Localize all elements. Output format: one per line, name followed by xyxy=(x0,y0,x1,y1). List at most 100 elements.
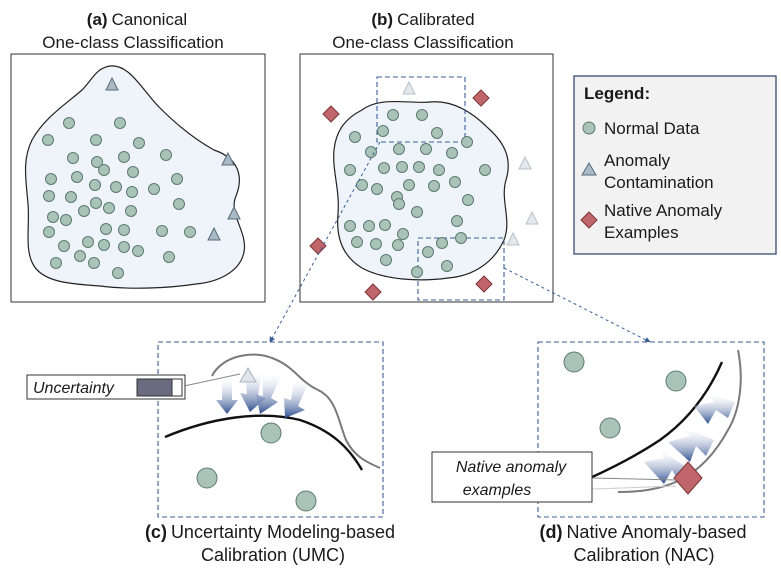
normal-point-marker xyxy=(393,143,405,155)
panel-d-title-line1: (d) Native Anomaly-based xyxy=(539,522,746,542)
normal-point-marker xyxy=(599,417,621,439)
normal-point-marker xyxy=(47,211,59,223)
panel-d: Native anomaly examples (d) Native Anomal… xyxy=(431,341,765,565)
normal-point-marker xyxy=(43,226,55,238)
normal-point-marker xyxy=(446,147,458,159)
normal-point-marker xyxy=(148,183,160,195)
normal-point-marker xyxy=(462,194,474,206)
decision-boundary-b xyxy=(333,100,509,281)
normal-point-marker xyxy=(351,236,363,248)
normal-point-marker xyxy=(344,220,356,232)
legend: Legend: Normal Data Anomaly Contaminatio… xyxy=(573,75,777,255)
normal-point-marker xyxy=(196,467,218,489)
normal-point-marker xyxy=(127,166,139,178)
normal-point-marker xyxy=(371,183,383,195)
normal-point-marker xyxy=(422,246,434,258)
native-anomaly-marker xyxy=(472,89,490,107)
normal-point-marker xyxy=(428,180,440,192)
normal-point-marker xyxy=(393,198,405,210)
arrow-icon xyxy=(284,380,308,418)
panel-a-points xyxy=(42,76,241,279)
normal-point-marker xyxy=(349,131,361,143)
native-callout-line1: Native anomaly xyxy=(456,459,567,476)
panel-a-title-line1: (a) Canonical xyxy=(87,10,187,29)
normal-point-marker xyxy=(380,254,392,266)
normal-point-marker xyxy=(112,267,124,279)
uncertainty-bar-empty xyxy=(171,378,183,397)
normal-point-marker xyxy=(563,351,585,373)
connector-to-d xyxy=(503,267,651,343)
normal-point-marker xyxy=(132,245,144,257)
legend-native-label-line1: Native Anomaly xyxy=(604,201,723,220)
panel-b: (b) Calibrated One-class Classification xyxy=(299,10,554,303)
normal-point-marker xyxy=(397,228,409,240)
anomaly-contamination-marker xyxy=(402,80,416,95)
normal-point-marker xyxy=(98,164,110,176)
normal-point-marker xyxy=(449,176,461,188)
normal-point-marker xyxy=(60,214,72,226)
normal-point-marker xyxy=(411,206,423,218)
panel-b-title-line2: One-class Classification xyxy=(332,33,513,52)
normal-point-marker xyxy=(377,125,389,137)
normal-point-marker xyxy=(156,225,168,237)
panel-a: (a) Canonical One-class Classification xyxy=(10,10,266,303)
normal-point-marker xyxy=(396,161,408,173)
legend-anomaly-label-line2: Contamination xyxy=(604,173,714,192)
arrow-icon xyxy=(256,374,282,414)
normal-point-marker xyxy=(110,181,122,193)
normal-point-marker xyxy=(43,190,55,202)
outer-boundary-d xyxy=(617,349,742,493)
normal-point-marker xyxy=(365,146,377,158)
normal-point-marker xyxy=(88,257,100,269)
uncertainty-label: Uncertainty xyxy=(33,380,115,397)
normal-point-marker xyxy=(50,257,62,269)
normal-point-marker xyxy=(184,226,196,238)
anomaly-contamination-marker xyxy=(525,210,539,225)
native-anomaly-marker xyxy=(364,283,382,301)
anomaly-contamination-marker xyxy=(221,151,235,166)
native-leader-line xyxy=(591,477,677,481)
normal-point-marker xyxy=(411,266,423,278)
normal-point-marker xyxy=(370,238,382,250)
normal-point-marker xyxy=(413,161,425,173)
calibrated-boundary-c xyxy=(164,414,364,471)
panel-c-title-line2: Calibration (UMC) xyxy=(201,545,345,565)
normal-point-marker xyxy=(90,197,102,209)
native-callout-line2: examples xyxy=(463,482,531,499)
legend-title: Legend: xyxy=(584,84,650,103)
normal-point-marker xyxy=(441,260,453,272)
connector-to-c xyxy=(269,141,381,343)
normal-point-marker xyxy=(118,224,130,236)
panel-a-title-line2: One-class Classification xyxy=(42,33,223,52)
normal-point-marker xyxy=(378,162,390,174)
normal-point-marker xyxy=(433,164,445,176)
panel-c-title-line1: (c) Uncertainty Modeling-based xyxy=(145,522,395,542)
legend-anomaly-label-line1: Anomaly xyxy=(604,151,671,170)
normal-point-marker xyxy=(451,215,463,227)
normal-point-marker xyxy=(125,205,137,217)
anomaly-contamination-marker xyxy=(518,155,532,170)
normal-point-marker xyxy=(42,134,54,146)
normal-point-marker xyxy=(45,173,57,185)
normal-point-marker xyxy=(133,137,145,149)
normal-point-marker xyxy=(74,250,86,262)
normal-point-marker xyxy=(403,179,415,191)
uncertainty-leader-line xyxy=(183,373,241,387)
diamond-icon xyxy=(580,211,598,229)
circle-icon xyxy=(582,121,596,135)
normal-point-marker xyxy=(479,164,491,176)
normal-point-marker xyxy=(431,127,443,139)
normal-point-marker xyxy=(118,151,130,163)
normal-point-marker xyxy=(436,237,448,249)
arrow-icon xyxy=(216,378,238,414)
normal-point-marker xyxy=(65,191,77,203)
calibrated-boundary-d xyxy=(589,361,724,480)
normal-point-marker xyxy=(90,134,102,146)
normal-point-marker xyxy=(160,149,172,161)
normal-point-marker xyxy=(455,232,467,244)
panel-c: Uncertainty (c) Uncertainty Modeling-base… xyxy=(26,341,395,565)
arrow-icon xyxy=(694,394,735,424)
normal-point-marker xyxy=(260,422,282,444)
legend-normal-label: Normal Data xyxy=(604,119,700,138)
anomaly-contamination-marker xyxy=(506,231,520,246)
